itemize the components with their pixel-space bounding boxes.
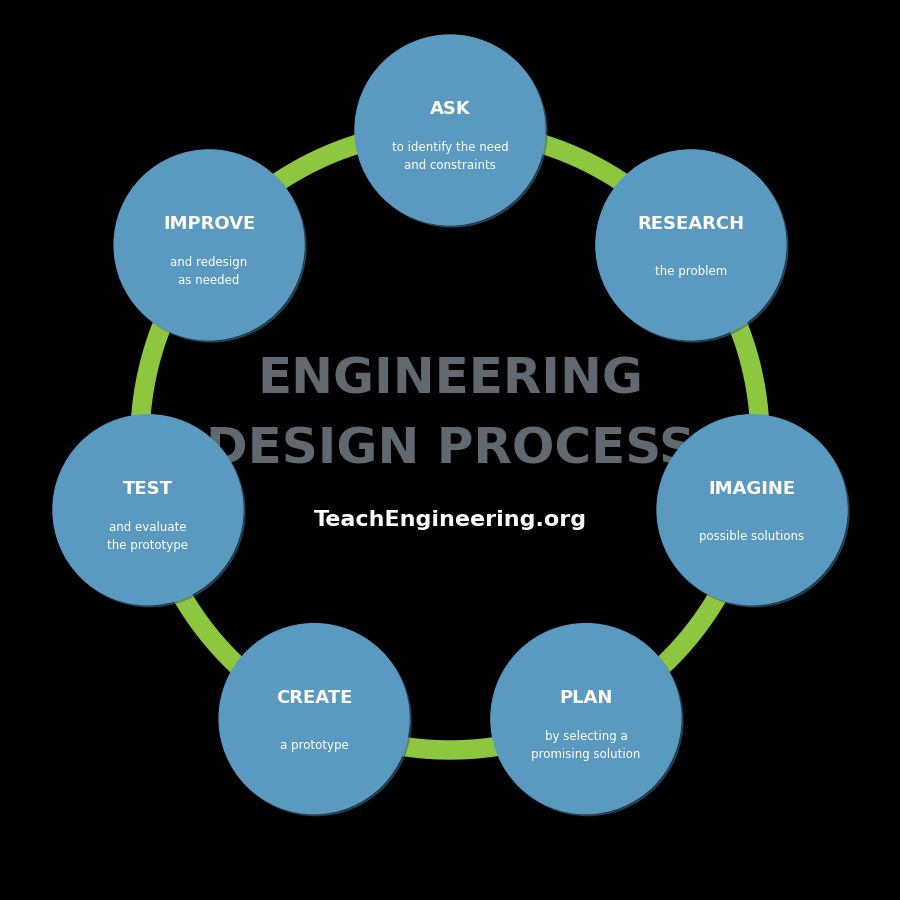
Text: IMAGINE: IMAGINE <box>708 480 796 498</box>
Text: TeachEngineering.org: TeachEngineering.org <box>313 510 587 530</box>
Circle shape <box>55 417 245 607</box>
Text: ASK: ASK <box>429 100 471 118</box>
Text: CREATE: CREATE <box>276 688 352 706</box>
Circle shape <box>491 624 681 814</box>
Circle shape <box>219 624 410 814</box>
Circle shape <box>357 37 547 227</box>
Circle shape <box>114 150 304 340</box>
Text: PLAN: PLAN <box>559 688 613 706</box>
Text: by selecting a
promising solution: by selecting a promising solution <box>531 730 641 760</box>
Circle shape <box>493 626 683 815</box>
Text: IMPROVE: IMPROVE <box>163 215 256 233</box>
Text: RESEARCH: RESEARCH <box>637 215 744 233</box>
Text: DESIGN PROCESS: DESIGN PROCESS <box>205 426 695 474</box>
Circle shape <box>659 417 849 607</box>
Text: TEST: TEST <box>123 480 173 498</box>
Text: a prototype: a prototype <box>280 739 348 752</box>
Text: the problem: the problem <box>655 265 727 278</box>
Circle shape <box>355 35 545 225</box>
Text: ENGINEERING: ENGINEERING <box>257 356 643 404</box>
Circle shape <box>598 152 788 342</box>
Circle shape <box>116 152 306 342</box>
Circle shape <box>221 626 411 815</box>
Text: and evaluate
the prototype: and evaluate the prototype <box>107 521 188 552</box>
Text: to identify the need
and constraints: to identify the need and constraints <box>392 141 508 172</box>
Text: possible solutions: possible solutions <box>699 530 805 543</box>
Text: and redesign
as needed: and redesign as needed <box>170 256 248 287</box>
Circle shape <box>53 415 243 605</box>
Circle shape <box>596 150 786 340</box>
Circle shape <box>657 415 847 605</box>
